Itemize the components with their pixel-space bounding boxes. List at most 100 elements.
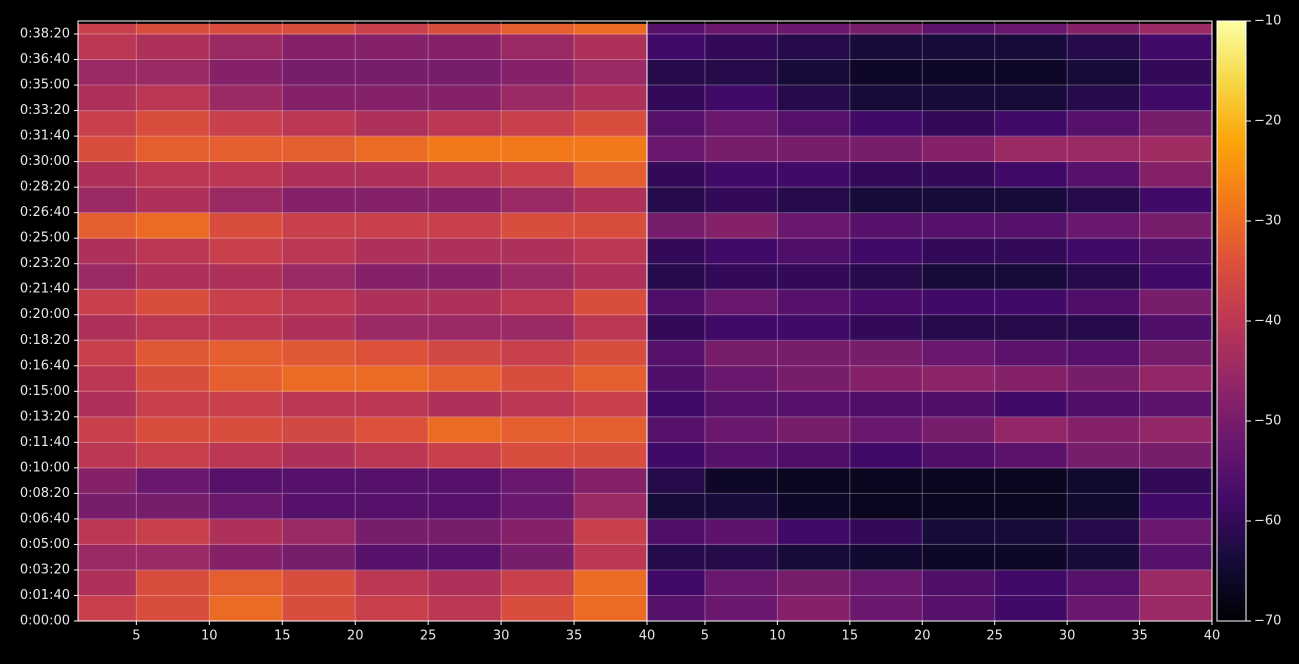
heatmap-cell bbox=[1067, 289, 1140, 316]
heatmap-cell bbox=[922, 391, 996, 418]
heatmap-cell bbox=[777, 365, 851, 392]
heatmap-cell bbox=[355, 340, 429, 367]
heatmap-cell bbox=[647, 110, 706, 137]
x-tick-label: 40 bbox=[639, 629, 656, 644]
heatmap-cell bbox=[777, 340, 851, 367]
heatmap-cell bbox=[647, 518, 706, 545]
heatmap-cell bbox=[1067, 263, 1140, 290]
heatmap-cell bbox=[777, 23, 851, 35]
y-tick-label: 0:01:40 bbox=[20, 588, 70, 603]
heatmap-cell bbox=[704, 136, 778, 163]
heatmap-cell bbox=[209, 187, 283, 214]
heatmap-cell bbox=[78, 263, 137, 290]
heatmap-cell bbox=[922, 23, 996, 35]
heatmap-cell bbox=[777, 569, 851, 596]
heatmap-cells bbox=[78, 23, 648, 622]
heatmap-cell bbox=[209, 314, 283, 341]
heatmap-cell bbox=[282, 136, 356, 163]
heatmap-cell bbox=[922, 34, 996, 60]
heatmap-cell bbox=[209, 416, 283, 443]
heatmap-cell bbox=[849, 314, 923, 341]
heatmap-cell bbox=[574, 59, 648, 86]
heatmap-cell bbox=[777, 467, 851, 494]
heatmap-cell bbox=[574, 467, 648, 494]
heatmap-cell bbox=[209, 59, 283, 86]
heatmap-cell bbox=[849, 595, 923, 622]
heatmap-cell bbox=[209, 161, 283, 188]
heatmap-cell bbox=[1067, 493, 1140, 520]
y-tick-label: 0:21:40 bbox=[20, 282, 70, 297]
heatmap-cell bbox=[777, 544, 851, 571]
heatmap-cell bbox=[647, 365, 706, 392]
heatmap-cell bbox=[647, 467, 706, 494]
heatmap-cell bbox=[428, 161, 502, 188]
heatmap-cell bbox=[994, 110, 1068, 137]
heatmap-cell bbox=[209, 544, 283, 571]
heatmap-cell bbox=[282, 212, 356, 239]
heatmap-cell bbox=[428, 110, 502, 137]
heatmap-cell bbox=[574, 493, 648, 520]
y-tick-label: 0:28:20 bbox=[20, 180, 70, 195]
x-tick-label: 10 bbox=[769, 629, 786, 644]
heatmap-cell bbox=[209, 23, 283, 35]
heatmap-cell bbox=[1139, 238, 1213, 265]
heatmap-cell bbox=[136, 467, 210, 494]
heatmap-cell bbox=[282, 263, 356, 290]
heatmap-cell bbox=[647, 187, 706, 214]
x-tick-label: 20 bbox=[347, 629, 364, 644]
heatmap-cell bbox=[849, 34, 923, 60]
heatmap-cell bbox=[501, 544, 575, 571]
heatmap-cell bbox=[78, 187, 137, 214]
heatmap-cell bbox=[136, 161, 210, 188]
heatmap-cell bbox=[1139, 442, 1213, 469]
heatmap-cell bbox=[994, 212, 1068, 239]
heatmap-cell bbox=[922, 493, 996, 520]
heatmap-cell bbox=[136, 544, 210, 571]
heatmap-cell bbox=[136, 238, 210, 265]
heatmap-cell bbox=[428, 365, 502, 392]
heatmap-cell bbox=[1067, 595, 1140, 622]
heatmap-cell bbox=[1067, 467, 1140, 494]
heatmap-cell bbox=[501, 391, 575, 418]
heatmap-cell bbox=[1139, 467, 1213, 494]
y-tick-label: 0:06:40 bbox=[20, 511, 70, 526]
heatmap-cell bbox=[1067, 365, 1140, 392]
colorbar-tick-label: −40 bbox=[1254, 314, 1281, 329]
heatmap-cell bbox=[994, 391, 1068, 418]
heatmap-cell bbox=[1067, 110, 1140, 137]
heatmap-cell bbox=[136, 212, 210, 239]
heatmap-cell bbox=[647, 442, 706, 469]
y-tick-label: 0:23:20 bbox=[20, 256, 70, 271]
heatmap-cell bbox=[78, 518, 137, 545]
heatmap-cell bbox=[501, 212, 575, 239]
heatmap-cell bbox=[994, 518, 1068, 545]
heatmap-cell bbox=[922, 416, 996, 443]
heatmap-cell bbox=[282, 365, 356, 392]
heatmap-cell bbox=[428, 136, 502, 163]
heatmap-cell bbox=[428, 59, 502, 86]
heatmap-cell bbox=[209, 340, 283, 367]
heatmap-cell bbox=[922, 289, 996, 316]
heatmap-cell bbox=[704, 595, 778, 622]
heatmap-cell bbox=[355, 314, 429, 341]
heatmap-cell bbox=[1067, 569, 1140, 596]
x-tick-label: 10 bbox=[201, 629, 218, 644]
heatmap-cell bbox=[136, 518, 210, 545]
heatmap-cell bbox=[501, 187, 575, 214]
heatmap-cell bbox=[647, 314, 706, 341]
heatmap-cell bbox=[1067, 161, 1140, 188]
heatmap-cell bbox=[355, 569, 429, 596]
heatmap-cell bbox=[994, 595, 1068, 622]
heatmap-cell bbox=[282, 238, 356, 265]
heatmap-cell bbox=[704, 365, 778, 392]
heatmap-cell bbox=[1139, 595, 1213, 622]
heatmap-cell bbox=[704, 85, 778, 111]
heatmap-cell bbox=[994, 365, 1068, 392]
heatmap-cell bbox=[647, 289, 706, 316]
heatmap-cell bbox=[136, 59, 210, 86]
heatmap-cell bbox=[704, 518, 778, 545]
heatmap-cell bbox=[994, 161, 1068, 188]
heatmap-cell bbox=[849, 493, 923, 520]
heatmap-cell bbox=[574, 110, 648, 137]
heatmap-cell bbox=[994, 34, 1068, 60]
